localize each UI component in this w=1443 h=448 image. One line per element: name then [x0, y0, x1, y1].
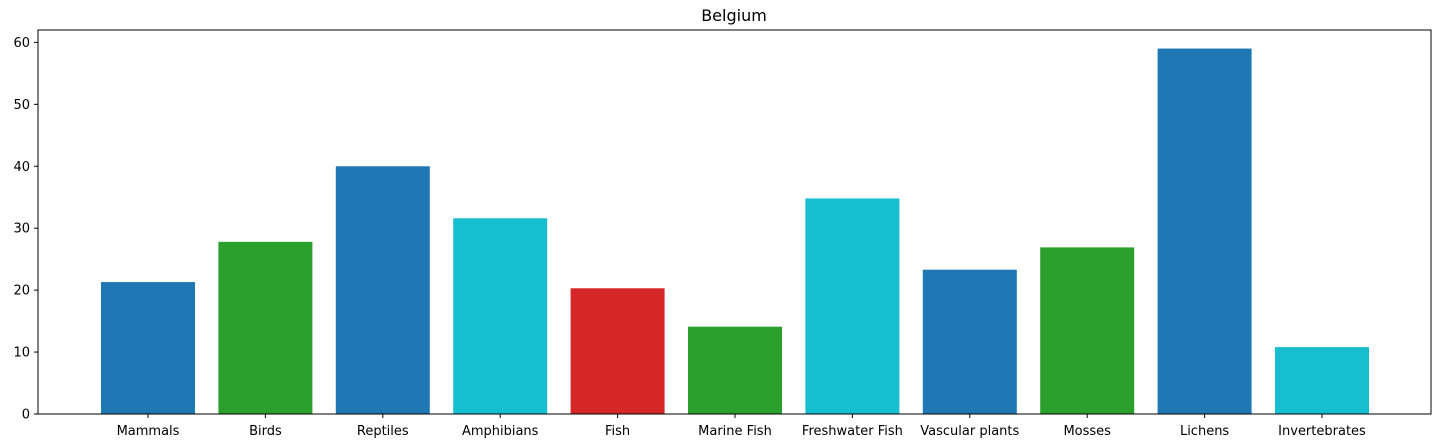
x-tick-label: Vascular plants [920, 424, 1019, 439]
bar-birds [218, 241, 313, 414]
bar-fish [570, 288, 665, 414]
x-tick-label: Amphibians [462, 424, 539, 439]
bar-freshwater-fish [805, 198, 900, 414]
bar-lichens [1157, 48, 1252, 414]
x-axis: Mammals Birds Reptiles Amphibians Fish Marine… [117, 414, 1366, 439]
x-tick-label: Lichens [1180, 424, 1229, 439]
x-tick-label: Mosses [1063, 424, 1111, 439]
x-tick-label: Fish [605, 424, 630, 439]
bar-invertebrates [1275, 347, 1369, 414]
x-tick-label: Invertebrates [1278, 424, 1366, 439]
bar-marine-fish [688, 326, 782, 414]
y-tick-label: 0 [22, 408, 30, 423]
y-axis: 0 10 20 30 40 50 60 [13, 36, 38, 423]
x-tick-label: Birds [249, 424, 282, 439]
plot-frame [37, 29, 1432, 415]
x-tick-label: Reptiles [357, 424, 409, 439]
y-tick-label: 50 [13, 98, 30, 113]
bar-mammals [101, 282, 195, 414]
bar-reptiles [335, 166, 430, 414]
chart-title: Belgium [701, 6, 767, 25]
x-tick-label: Mammals [117, 424, 180, 439]
bars-group [101, 48, 1369, 414]
y-tick-label: 60 [13, 36, 30, 51]
y-tick-label: 10 [13, 346, 30, 361]
y-tick-label: 40 [13, 160, 30, 175]
y-tick-label: 30 [13, 222, 30, 237]
x-tick-label: Freshwater Fish [802, 424, 903, 439]
bar-mosses [1040, 247, 1135, 414]
bar-amphibians [453, 218, 548, 414]
y-tick-label: 20 [13, 284, 30, 299]
bar-vascular-plants [922, 269, 1017, 414]
x-tick-label: Marine Fish [698, 424, 772, 439]
